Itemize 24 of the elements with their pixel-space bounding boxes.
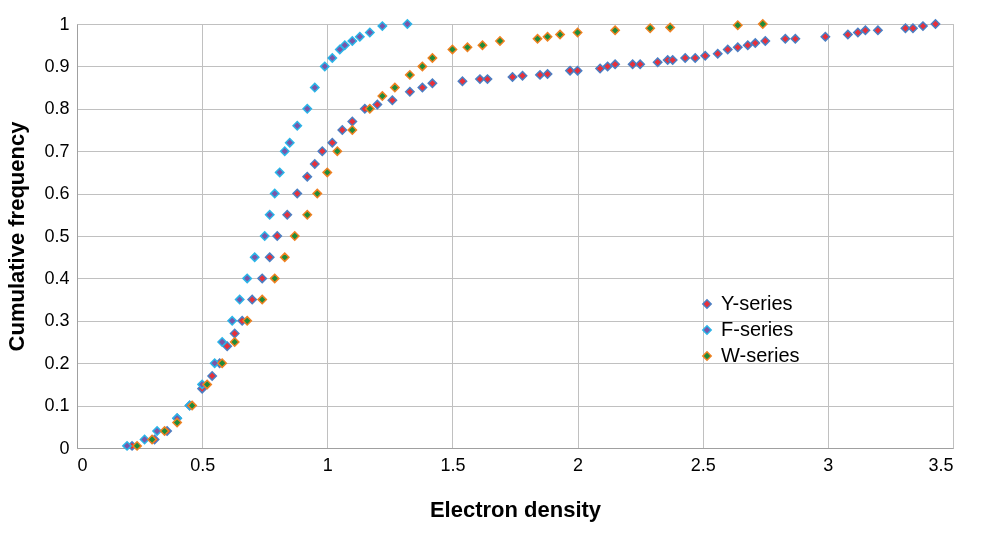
x-axis-title: Electron density [429, 496, 602, 522]
y-tick-label: 0.6 [44, 183, 70, 204]
x-tick-label: 0.5 [190, 454, 216, 475]
y-tick-label: 0.9 [44, 55, 70, 76]
y-tick-label: 0.2 [44, 352, 70, 373]
y-tick-label: 0.5 [44, 225, 70, 246]
x-tick-label: 1 [322, 454, 333, 475]
y-tick-label: 0.7 [44, 140, 70, 161]
x-tick-label: 1.5 [440, 454, 466, 475]
legend-label: W-series [721, 344, 800, 366]
y-tick-label: 0.1 [44, 395, 70, 416]
x-tick-label: 3 [823, 454, 834, 475]
x-tick-label: 0 [77, 454, 88, 475]
y-tick-label: 0.3 [44, 310, 70, 331]
y-tick-label: 0.8 [44, 98, 70, 119]
y-axis-title: Cumulative frequency [4, 120, 30, 352]
legend-label: F-series [721, 318, 794, 340]
legend-label: Y-series [721, 292, 793, 314]
y-tick-label: 0.4 [44, 267, 70, 288]
y-tick-label: 0 [59, 437, 70, 458]
x-tick-label: 3.5 [928, 454, 954, 475]
x-tick-label: 2.5 [690, 454, 716, 475]
x-tick-label: 2 [573, 454, 584, 475]
y-tick-label: 1 [59, 13, 70, 34]
